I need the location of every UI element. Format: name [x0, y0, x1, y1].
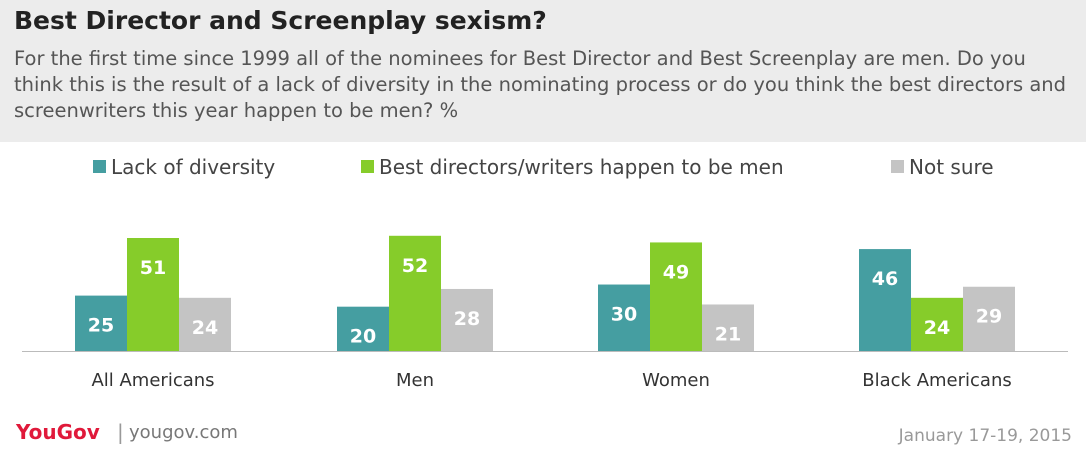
bar-black-americans-not-sure [963, 286, 1015, 351]
survey-date: January 17-19, 2015 [898, 426, 1072, 446]
footer-site-link[interactable]: yougov.com [129, 422, 238, 443]
data-label-all-americans-best-directors-writers-happen-to-be-men: 51 [140, 257, 166, 279]
bar-black-americans-lack-of-diversity [859, 249, 911, 351]
bar-men-lack-of-diversity [337, 306, 389, 351]
category-label-men: Men [396, 370, 434, 391]
data-label-women-best-directors-writers-happen-to-be-men: 49 [663, 261, 689, 283]
chart-subtitle: For the first time since 1999 all of the… [14, 47, 1067, 122]
category-label-black-americans: Black Americans [862, 370, 1011, 391]
data-label-men-lack-of-diversity: 20 [350, 326, 376, 348]
header-panel: Best Director and Screenplay sexism? For… [0, 0, 1086, 142]
bar-men-not-sure [441, 288, 493, 351]
data-label-men-not-sure: 28 [454, 308, 480, 330]
data-label-all-americans-lack-of-diversity: 25 [88, 315, 114, 337]
legend-label-not-sure: Not sure [909, 155, 994, 179]
data-label-men-best-directors-writers-happen-to-be-men: 52 [402, 255, 428, 277]
legend-label-lack-of-diversity: Lack of diversity [111, 155, 275, 179]
category-label-all-americans: All Americans [91, 370, 214, 391]
legend-swatch-lack-of-diversity [93, 160, 106, 173]
data-label-all-americans-not-sure: 24 [192, 317, 218, 339]
data-label-black-americans-best-directors-writers-happen-to-be-men: 24 [924, 317, 950, 339]
bar-all-americans-best-directors-writers-happen-to-be-men [127, 238, 179, 351]
chart-title: Best Director and Screenplay sexism? [14, 6, 547, 35]
bar-women-best-directors-writers-happen-to-be-men [650, 242, 702, 351]
data-label-black-americans-lack-of-diversity: 46 [872, 268, 898, 290]
data-label-women-not-sure: 21 [715, 323, 741, 345]
data-label-black-americans-not-sure: 29 [976, 306, 1002, 328]
bar-women-not-sure [702, 304, 754, 351]
bar-all-americans-lack-of-diversity [75, 295, 127, 351]
bar-all-americans-not-sure [179, 297, 231, 351]
legend-swatch-not-sure [891, 160, 904, 173]
bar-chart: Lack of diversity Best directors/writers … [22, 155, 1068, 391]
footer-separator: | [117, 420, 124, 444]
data-label-women-lack-of-diversity: 30 [611, 304, 637, 326]
legend-label-best-directors-writers-happen-to-be-men: Best directors/writers happen to be men [379, 155, 784, 179]
bar-women-lack-of-diversity [598, 284, 650, 351]
bar-black-americans-best-directors-writers-happen-to-be-men [911, 297, 963, 351]
bar-men-best-directors-writers-happen-to-be-men [389, 235, 441, 351]
yougov-logo[interactable]: YouGov [16, 420, 100, 444]
category-label-women: Women [642, 370, 710, 391]
legend-swatch-best-directors-writers-happen-to-be-men [361, 160, 374, 173]
